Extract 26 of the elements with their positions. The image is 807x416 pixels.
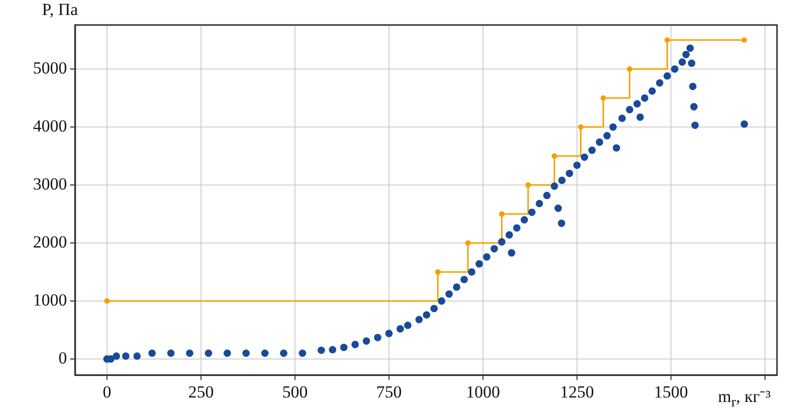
- point: [499, 211, 505, 217]
- point: [525, 182, 531, 188]
- x-axis-title: m$_{r}$, кг⁻³: [718, 386, 771, 412]
- x-tick-label: 500: [282, 382, 308, 402]
- point: [435, 269, 441, 275]
- point: [600, 95, 606, 101]
- point: [104, 298, 110, 304]
- x-tick-label: 1250: [560, 382, 594, 402]
- y-tick-label: 0: [58, 348, 67, 368]
- y-tick-label: 2000: [33, 232, 67, 252]
- y-tick-label: 4000: [33, 116, 67, 136]
- point: [664, 37, 670, 43]
- x-tick-label: 1000: [466, 382, 500, 402]
- point: [742, 37, 748, 43]
- y-axis-title: P, Па: [42, 0, 78, 20]
- y-tick-label: 5000: [33, 58, 67, 78]
- point: [465, 240, 471, 246]
- x-tick-label: 0: [102, 382, 112, 402]
- point: [626, 66, 632, 72]
- y-tick-label: 3000: [33, 174, 67, 194]
- x-tick-label: 250: [188, 382, 214, 402]
- y-tick-label: 1000: [33, 290, 67, 310]
- x-tick-label: 750: [376, 382, 402, 402]
- x-tick-label: 1500: [654, 382, 688, 402]
- point: [552, 153, 558, 159]
- point: [578, 124, 584, 130]
